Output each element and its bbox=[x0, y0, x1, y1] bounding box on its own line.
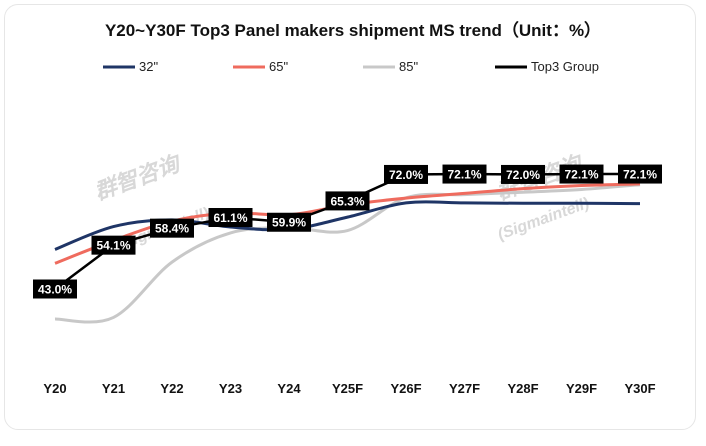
x-tick-label: Y24 bbox=[277, 381, 301, 396]
data-label: 72.0% bbox=[389, 168, 423, 182]
data-label-box bbox=[267, 212, 311, 232]
x-tick-label: Y28F bbox=[507, 381, 538, 396]
data-label: 59.9% bbox=[272, 216, 306, 230]
chart-title: Y20~Y30F Top3 Panel makers shipment MS t… bbox=[104, 21, 602, 40]
legend-label: 85" bbox=[399, 59, 418, 74]
data-label: 65.3% bbox=[330, 194, 364, 208]
data-label-box bbox=[442, 164, 487, 184]
x-axis-ticks: Y20 Y21 Y22 Y23 Y24 Y25F Y26F Y27F Y28F Y29F Y30F bbox=[43, 381, 655, 396]
data-label-box bbox=[208, 208, 253, 228]
x-tick-label: Y27F bbox=[449, 381, 480, 396]
x-tick-label: Y26F bbox=[390, 381, 421, 396]
x-tick-label: Y29F bbox=[566, 381, 597, 396]
x-tick-label: Y21 bbox=[102, 381, 125, 396]
data-label: 54.1% bbox=[96, 239, 130, 253]
data-label: 43.0% bbox=[38, 283, 72, 297]
x-tick-label: Y30F bbox=[624, 381, 655, 396]
data-label-box bbox=[384, 164, 428, 184]
data-label-box bbox=[501, 164, 545, 184]
data-label-box bbox=[33, 279, 77, 299]
legend-label: 32" bbox=[139, 59, 158, 74]
watermark-text: 群智咨询 bbox=[91, 150, 186, 205]
x-tick-label: Y20 bbox=[43, 381, 66, 396]
data-label: 72.0% bbox=[506, 168, 540, 182]
data-label-box bbox=[150, 218, 194, 238]
data-labels: 43.0% 54.1% 58.4% 61.1% 59.9% 65.3% 72.0% 72.1%… bbox=[33, 164, 662, 299]
data-label: 72.1% bbox=[623, 168, 657, 182]
series-line-85 bbox=[54, 183, 641, 324]
data-label-box bbox=[91, 235, 136, 255]
x-tick-label: Y22 bbox=[160, 381, 183, 396]
data-label: 61.1% bbox=[213, 211, 247, 225]
data-label-box bbox=[325, 191, 370, 211]
data-label-box bbox=[618, 164, 662, 184]
data-label: 58.4% bbox=[155, 222, 189, 236]
data-label: 72.1% bbox=[564, 168, 598, 182]
x-tick-label: Y23 bbox=[219, 381, 242, 396]
x-tick-label: Y25F bbox=[332, 381, 363, 396]
data-label: 72.1% bbox=[447, 168, 481, 182]
legend-label: 65" bbox=[269, 59, 288, 74]
legend: 32" 65" 85" Top3 Group bbox=[103, 59, 599, 74]
data-label-box bbox=[559, 164, 604, 184]
legend-label: Top3 Group bbox=[531, 59, 599, 74]
